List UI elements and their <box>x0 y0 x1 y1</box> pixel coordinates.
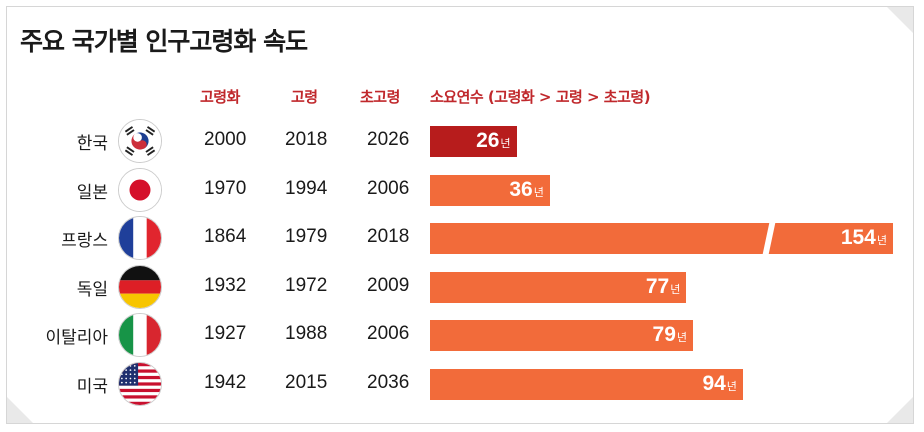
country-label: 이탈리아 <box>45 328 108 348</box>
bar-value-number: 79 <box>652 323 676 346</box>
bar-value-unit: 년 <box>676 332 687 344</box>
page-curl-bottom-left <box>7 397 33 423</box>
chart-row: 프랑스 1864 1979 2018 154년 <box>0 216 924 260</box>
chart-row: 미국 1942 2015 2036 94년 <box>0 361 924 406</box>
italy-flag-icon <box>118 313 162 357</box>
year-aging: 1970 <box>204 177 247 199</box>
duration-bar: 36년 <box>430 174 550 206</box>
year-superaged: 2036 <box>367 371 410 393</box>
year-aged: 2018 <box>285 129 328 150</box>
year-aged: 1988 <box>285 323 328 344</box>
usa-flag-icon <box>118 361 162 406</box>
germany-flag-icon <box>118 264 162 309</box>
chart-row: 이탈리아 1927 1988 2006 79년 <box>0 313 924 357</box>
chart-row: 일본 1970 1994 2006 36년 <box>0 167 924 212</box>
duration-bar: 79년 <box>430 320 693 351</box>
year-aged: 1972 <box>285 274 328 296</box>
bar-value-label: 79년 <box>653 323 687 347</box>
year-aged: 1979 <box>285 226 328 247</box>
country-label: 미국 <box>76 376 108 397</box>
year-aging: 1927 <box>204 323 247 344</box>
year-aging: 1864 <box>204 226 247 247</box>
year-superaged: 2006 <box>367 323 410 344</box>
header-aged: 고령 <box>291 88 318 106</box>
header-superaged: 초고령 <box>360 88 400 106</box>
country-label: 독일 <box>76 279 108 300</box>
axis-break-mark <box>762 221 776 256</box>
bar-value-number: 154 <box>840 226 876 249</box>
header-aging: 고령화 <box>200 88 240 106</box>
page-curl-top-right <box>887 7 913 33</box>
chart-row: 한국 2000 2018 2026 26년 <box>0 119 924 163</box>
bar-value-number: 26 <box>476 129 500 152</box>
duration-bar: 26년 <box>430 126 517 157</box>
bar-value-unit: 년 <box>500 138 511 150</box>
bar-value-label: 36년 <box>509 178 543 202</box>
year-aging: 1932 <box>204 274 247 296</box>
bar-value-unit: 년 <box>670 283 681 296</box>
bar-value-unit: 년 <box>876 235 887 247</box>
year-aging: 1942 <box>204 371 247 393</box>
bar-value-label: 77년 <box>646 275 680 299</box>
france-flag-icon <box>118 216 162 260</box>
duration-bar: 94년 <box>430 368 743 400</box>
year-aging: 2000 <box>204 129 247 150</box>
bar-value-number: 94 <box>702 371 726 395</box>
year-aged: 2015 <box>285 371 328 393</box>
country-label: 일본 <box>76 182 108 203</box>
bar-value-label: 154년 <box>841 226 887 250</box>
bar-value-unit: 년 <box>726 380 737 393</box>
year-superaged: 2018 <box>367 226 410 247</box>
duration-bar: 77년 <box>430 271 687 303</box>
bar-value-number: 36 <box>509 177 533 201</box>
year-aged: 1994 <box>285 177 328 199</box>
page-curl-bottom-right <box>887 397 913 423</box>
bar-value-label: 94년 <box>702 372 736 396</box>
year-superaged: 2009 <box>367 274 410 296</box>
duration-bar: 154년 <box>430 221 893 256</box>
chart-row: 독일 1932 1972 2009 77년 <box>0 264 924 309</box>
korea-flag-icon <box>118 119 162 163</box>
bar-value-number: 77 <box>645 274 670 298</box>
country-label: 한국 <box>76 134 108 154</box>
year-superaged: 2026 <box>367 129 410 150</box>
country-label: 프랑스 <box>61 231 108 251</box>
chart-title: 주요 국가별 인구고령화 속도 <box>20 27 308 56</box>
bar-value-unit: 년 <box>533 186 544 199</box>
infographic-frame <box>6 6 914 424</box>
bar-value-label: 26년 <box>476 129 510 153</box>
japan-flag-icon <box>118 167 162 212</box>
header-duration: 소요연수 (고령화 > 고령 > 초고령) <box>430 88 651 106</box>
year-superaged: 2006 <box>367 177 410 199</box>
